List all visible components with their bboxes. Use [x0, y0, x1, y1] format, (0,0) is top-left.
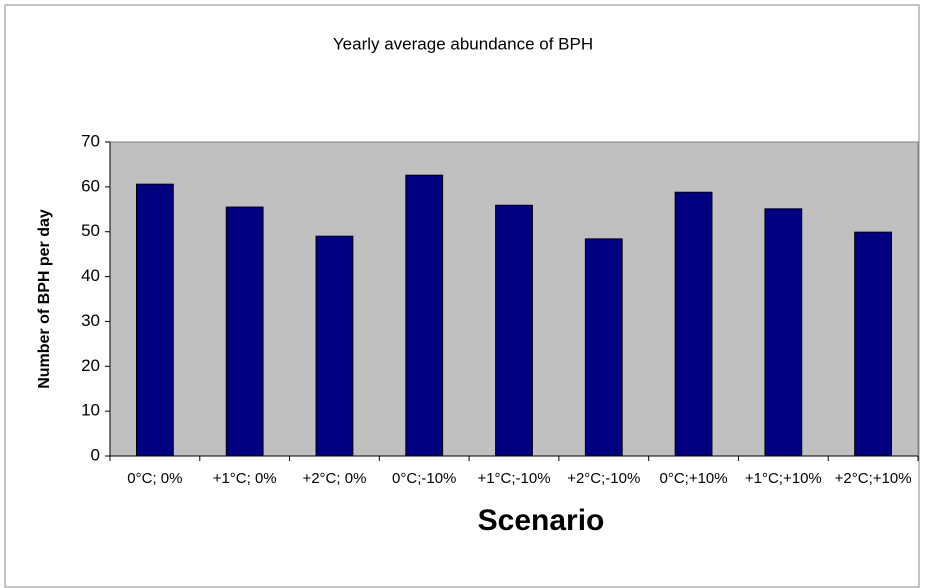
- bar: [135, 183, 174, 457]
- x-tick-label: +1°C; 0%: [213, 470, 277, 487]
- x-tick-label: 0°C;-10%: [392, 470, 456, 487]
- x-tick-label: 0°C;+10%: [659, 470, 727, 487]
- y-axis-label: Number of BPH per day: [36, 209, 53, 389]
- bar: [764, 208, 803, 457]
- bar: [495, 204, 533, 457]
- bar: [225, 206, 264, 457]
- x-tick-label: +2°C;+10%: [835, 470, 912, 487]
- y-tick-label: 10: [81, 401, 100, 420]
- bar: [315, 235, 354, 457]
- bar: [584, 238, 623, 457]
- x-tick-label: 0°C; 0%: [127, 470, 182, 487]
- x-tick-label: +1°C;-10%: [477, 470, 550, 487]
- bar: [854, 231, 893, 457]
- y-tick-label: 70: [81, 131, 100, 150]
- x-tick-label: +2°C; 0%: [302, 470, 366, 487]
- y-tick-label: 40: [81, 266, 100, 285]
- chart-title: Yearly average abundance of BPH: [333, 34, 593, 53]
- y-tick-label: 0: [91, 445, 100, 464]
- y-tick-label: 60: [81, 176, 100, 195]
- y-tick-label: 30: [81, 311, 100, 330]
- y-tick-label: 20: [81, 356, 100, 375]
- bar: [674, 191, 713, 457]
- x-tick-label: +1°C;+10%: [745, 470, 822, 487]
- x-tick-label: +2°C;-10%: [567, 470, 640, 487]
- x-axis-label: Scenario: [478, 504, 605, 537]
- bar: [405, 174, 444, 457]
- y-tick-label: 50: [81, 221, 100, 240]
